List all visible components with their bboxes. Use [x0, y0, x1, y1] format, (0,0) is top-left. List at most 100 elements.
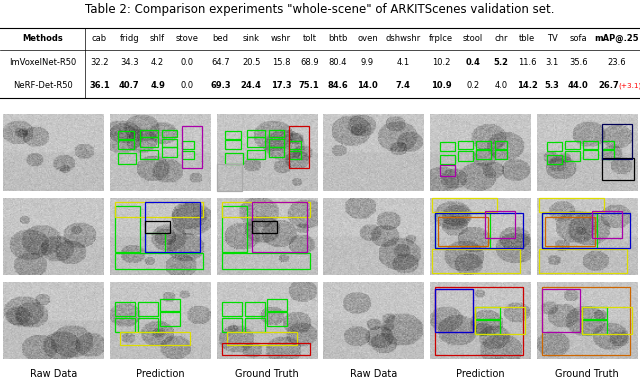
Text: Prediction: Prediction [456, 368, 504, 378]
Text: 10.2: 10.2 [432, 58, 450, 67]
Bar [582, 307, 607, 319]
Bar [582, 141, 598, 149]
Bar [252, 221, 276, 232]
Text: Raw Data: Raw Data [29, 368, 77, 378]
Bar [225, 131, 241, 139]
Text: chr: chr [495, 34, 508, 43]
Text: 7.4: 7.4 [396, 81, 410, 90]
Text: oven: oven [357, 34, 378, 43]
Bar [115, 303, 135, 316]
Text: dshwshr: dshwshr [385, 34, 420, 43]
Text: 14.2: 14.2 [517, 81, 538, 90]
Text: 64.7: 64.7 [211, 58, 230, 67]
Bar [435, 213, 490, 248]
Bar [458, 141, 473, 149]
Text: 24.4: 24.4 [241, 81, 262, 90]
Bar [221, 343, 310, 355]
Bar [145, 232, 165, 252]
Bar [582, 320, 607, 334]
Text: 68.9: 68.9 [300, 58, 319, 67]
Bar [541, 287, 630, 355]
Bar [140, 150, 158, 159]
Bar [564, 141, 580, 149]
Text: 9.9: 9.9 [361, 58, 374, 67]
Text: (+3.1): (+3.1) [619, 82, 640, 89]
Bar [115, 206, 140, 252]
Text: 17.3: 17.3 [271, 81, 291, 90]
Text: ImVoxelNet-R50: ImVoxelNet-R50 [9, 58, 76, 67]
Text: Raw Data: Raw Data [349, 368, 397, 378]
Text: mAP@.25: mAP@.25 [594, 34, 639, 43]
Bar [221, 202, 310, 217]
Bar [547, 142, 562, 151]
Bar [182, 126, 202, 168]
Bar [602, 150, 614, 159]
Bar [475, 307, 500, 319]
Bar [138, 303, 158, 316]
Text: Methods: Methods [22, 34, 63, 43]
Text: tble: tble [519, 34, 536, 43]
Bar [435, 287, 523, 355]
Bar [140, 130, 158, 137]
Text: stove: stove [176, 34, 199, 43]
Text: frplce: frplce [429, 34, 453, 43]
Text: 35.6: 35.6 [569, 58, 588, 67]
Bar [246, 130, 265, 137]
Text: Table 2: Comparison experiments "whole-scene" of ARKITScenes validation set.: Table 2: Comparison experiments "whole-s… [85, 3, 555, 16]
Bar [244, 303, 265, 316]
Bar [182, 151, 194, 159]
Bar [115, 202, 203, 217]
Text: 0.0: 0.0 [180, 81, 194, 90]
Bar [458, 151, 473, 160]
Bar [225, 153, 243, 164]
Bar [115, 254, 203, 269]
Text: shlf: shlf [150, 34, 165, 43]
Bar [485, 211, 515, 238]
Bar [115, 318, 135, 332]
Bar [246, 137, 265, 147]
Text: 5.2: 5.2 [494, 58, 509, 67]
Text: 40.7: 40.7 [119, 81, 140, 90]
Bar [432, 198, 497, 212]
Text: cab: cab [92, 34, 107, 43]
Bar [145, 221, 170, 232]
Text: fridg: fridg [120, 34, 139, 43]
Text: 10.9: 10.9 [431, 81, 451, 90]
Bar [476, 141, 491, 149]
Text: 75.1: 75.1 [299, 81, 320, 90]
Bar [162, 147, 177, 157]
Bar [120, 332, 190, 345]
Text: Ground Truth: Ground Truth [235, 368, 299, 378]
Bar [140, 137, 158, 147]
Bar [160, 300, 180, 311]
Bar [145, 202, 200, 252]
Text: bed: bed [212, 34, 228, 43]
Text: 20.5: 20.5 [242, 58, 260, 67]
Bar [435, 213, 523, 248]
Text: NeRF-Det-R50: NeRF-Det-R50 [13, 81, 72, 90]
Bar [476, 150, 491, 159]
Bar [538, 198, 604, 212]
Bar [435, 289, 473, 332]
Text: bhtb: bhtb [328, 34, 348, 43]
Bar [592, 211, 622, 238]
Text: 14.0: 14.0 [357, 81, 378, 90]
Text: tolt: tolt [302, 34, 316, 43]
Text: 4.1: 4.1 [396, 58, 410, 67]
Bar [541, 213, 596, 248]
Bar [440, 165, 455, 176]
Bar [289, 151, 301, 159]
Bar [495, 141, 507, 149]
Bar [602, 124, 632, 159]
Bar [221, 303, 242, 316]
Bar [545, 216, 595, 246]
Bar [118, 153, 136, 164]
Text: 36.1: 36.1 [89, 81, 110, 90]
Bar [538, 249, 627, 273]
Text: stool: stool [463, 34, 483, 43]
Text: 32.2: 32.2 [90, 58, 109, 67]
Text: 3.1: 3.1 [546, 58, 559, 67]
Bar [118, 131, 134, 139]
Bar [440, 142, 455, 151]
Text: sink: sink [243, 34, 260, 43]
